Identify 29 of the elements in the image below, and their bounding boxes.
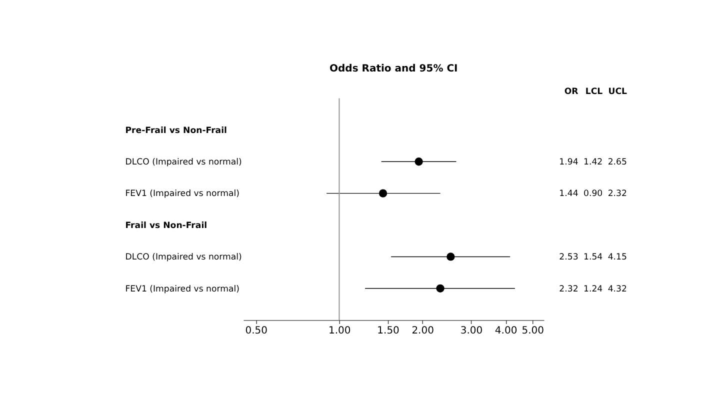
text: 2.65 (608, 157, 627, 168)
chart-title: Odds Ratio and 95% CI (330, 64, 458, 75)
text: 1.54 (584, 252, 603, 263)
x-tick-label: 3.00 (460, 325, 483, 336)
x-tick-label: 1.00 (328, 325, 351, 336)
x-tick-label: 5.00 (522, 325, 544, 336)
text: 0.90 (584, 189, 603, 200)
text: OR (564, 86, 579, 97)
text: 4.32 (608, 284, 627, 294)
y-tick-label: FEV1 (Impaired vs normal) (125, 189, 240, 200)
data-label: 1.94 (559, 157, 578, 168)
text: UCL (608, 86, 628, 97)
x-tick-label: 0.50 (245, 325, 268, 336)
data-label: 1.44 (559, 189, 578, 200)
y-tick-label: Pre-Frail vs Non-Frail (125, 126, 228, 136)
text: 4.15 (608, 252, 627, 263)
text: 1.42 (584, 157, 603, 168)
y-tick-label: DLCO (Impaired vs normal) (125, 157, 242, 168)
data-label: 2.32 (559, 284, 578, 294)
text: LCL (585, 86, 604, 97)
text: 2.32 (608, 189, 627, 200)
x-tick-label: 2.00 (412, 325, 434, 336)
y-tick-label: DLCO (Impaired vs normal) (125, 252, 242, 263)
data-label: 2.53 (559, 252, 578, 263)
x-tick-label: 4.00 (494, 325, 518, 336)
y-tick-label: Frail vs Non-Frail (125, 220, 208, 231)
text: 1.24 (584, 284, 603, 294)
x-tick-label: 1.50 (377, 325, 400, 336)
y-tick-label: FEV1 (Impaired vs normal) (125, 284, 240, 294)
